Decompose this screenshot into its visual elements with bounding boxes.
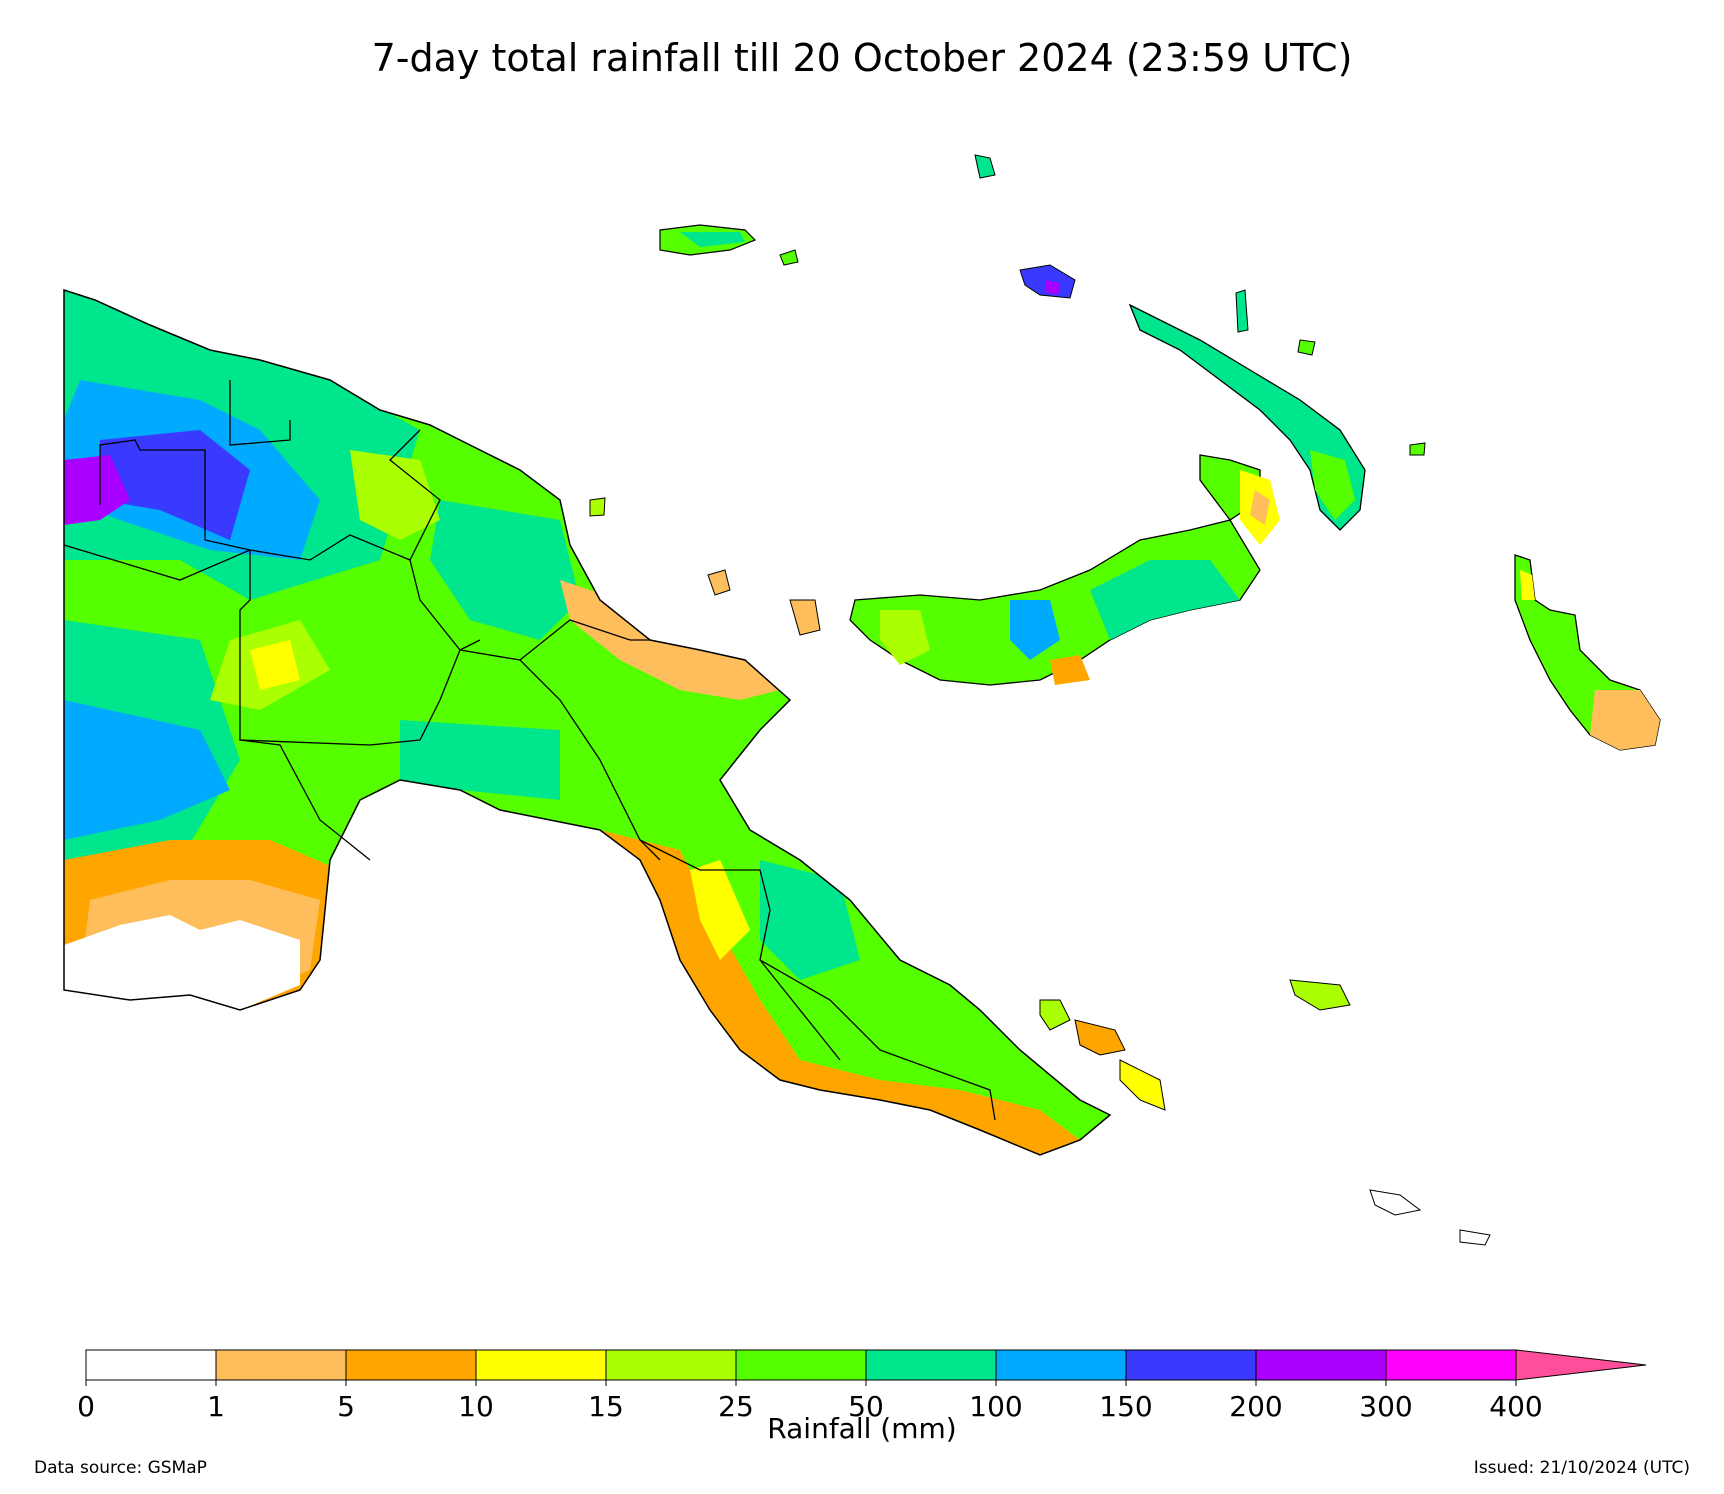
colorbar-tick-label: 0 (77, 1390, 95, 1423)
colorbar-segment (85, 1349, 217, 1381)
manus-island (659, 224, 757, 256)
colorbar-segment (345, 1349, 477, 1381)
colorbar-tick-label: 150 (1099, 1390, 1152, 1423)
colorbar-extend-arrow (1515, 1349, 1647, 1381)
new-britain-island (849, 454, 1280, 686)
colorbar-tick-label: 10 (458, 1390, 494, 1423)
mainland-rainfall (63, 288, 1112, 1156)
colorbar: 0 1 5 10 15 25 50 100 150 200 300 400 (77, 1349, 1647, 1423)
colorbar-segment (1125, 1349, 1257, 1381)
colorbar-segment (1385, 1349, 1517, 1381)
colorbar-tick-label: 400 (1489, 1390, 1542, 1423)
colorbar-segment (865, 1349, 997, 1381)
colorbar-segment (215, 1349, 347, 1381)
issued-date-text: Issued: 21/10/2024 (UTC) (1473, 1458, 1690, 1478)
data-source-text: Data source: GSMaP (34, 1458, 207, 1478)
colorbar-tick-label: 50 (848, 1390, 884, 1423)
colorbar-segment (605, 1349, 737, 1381)
colorbar-tick-label: 1 (207, 1390, 225, 1423)
colorbar-tick-label: 200 (1229, 1390, 1282, 1423)
colorbar-label: Rainfall (mm) (767, 1412, 957, 1445)
small-islands-north (779, 154, 1426, 456)
colorbar-tick-label: 5 (337, 1390, 355, 1423)
small-islands-southeast (589, 497, 1491, 1246)
map-title: 7-day total rainfall till 20 October 202… (371, 36, 1353, 80)
new-ireland-island (1128, 303, 1366, 531)
colorbar-tick-label: 300 (1359, 1390, 1412, 1423)
colorbar-tick-label: 25 (718, 1390, 754, 1423)
province-boundaries (63, 380, 996, 1121)
colorbar-tick-label: 15 (588, 1390, 624, 1423)
bougainville-island (1514, 554, 1661, 751)
colorbar-segment (475, 1349, 607, 1381)
colorbar-segment (735, 1349, 867, 1381)
colorbar-segment (1255, 1349, 1387, 1381)
colorbar-tick-label: 100 (969, 1390, 1022, 1423)
colorbar-segment (995, 1349, 1127, 1381)
